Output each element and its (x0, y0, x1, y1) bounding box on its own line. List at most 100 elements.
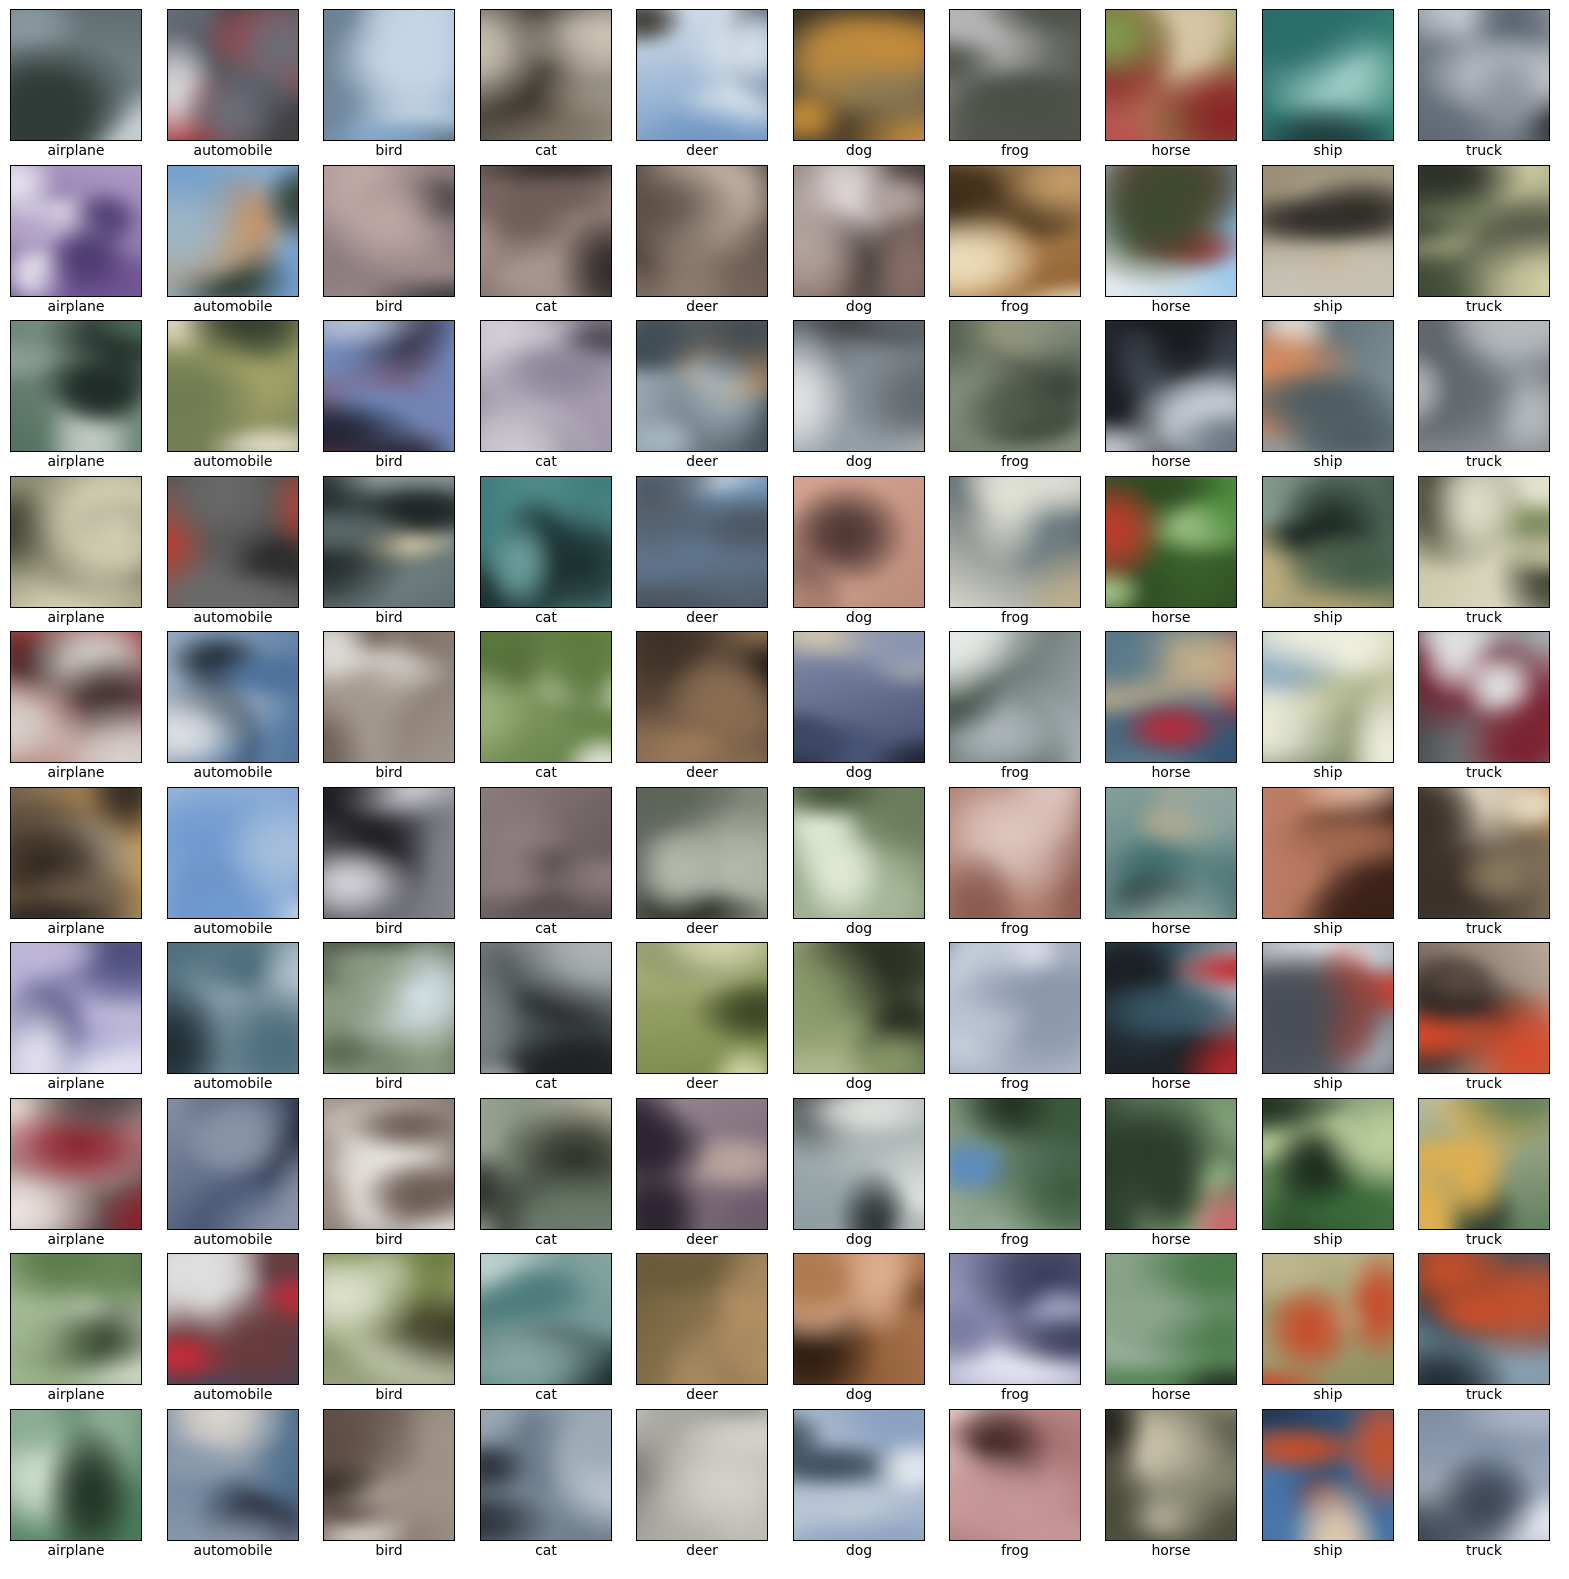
generated-image (1418, 1409, 1550, 1541)
sample-cell: frog (949, 942, 1081, 1096)
sample-cell: dog (793, 787, 925, 941)
class-label: bird (375, 921, 403, 937)
sample-cell: truck (1418, 476, 1550, 630)
class-label: frog (1001, 1232, 1029, 1248)
class-label: cat (535, 1076, 557, 1092)
class-label: ship (1313, 921, 1343, 937)
class-label: airplane (47, 299, 105, 315)
sample-cell: bird (323, 9, 455, 163)
sample-cell: dog (793, 9, 925, 163)
class-label: frog (1001, 143, 1029, 159)
class-label: automobile (193, 454, 273, 470)
class-label: bird (375, 610, 403, 626)
generated-image (793, 787, 925, 919)
generated-image (636, 9, 768, 141)
class-label: truck (1466, 610, 1502, 626)
class-label: frog (1001, 299, 1029, 315)
class-label: dog (845, 299, 873, 315)
sample-cell: ship (1262, 165, 1394, 319)
class-label: automobile (193, 765, 273, 781)
sample-cell: horse (1105, 631, 1237, 785)
class-label: horse (1151, 1232, 1191, 1248)
generated-image (793, 165, 925, 297)
sample-cell: horse (1105, 787, 1237, 941)
class-label: bird (375, 1387, 403, 1403)
sample-cell: deer (636, 1098, 768, 1252)
sample-cell: truck (1418, 320, 1550, 474)
generated-image (480, 1409, 612, 1541)
sample-cell: bird (323, 787, 455, 941)
generated-image (1418, 631, 1550, 763)
generated-image (1418, 165, 1550, 297)
class-label: truck (1466, 1076, 1502, 1092)
generated-image (949, 1098, 1081, 1230)
generated-image (636, 165, 768, 297)
class-label: automobile (193, 299, 273, 315)
sample-cell: airplane (10, 320, 142, 474)
generated-image (1262, 165, 1394, 297)
class-label: cat (535, 454, 557, 470)
class-label: deer (686, 299, 718, 315)
generated-image (10, 320, 142, 452)
class-label: ship (1313, 454, 1343, 470)
generated-image (793, 631, 925, 763)
sample-cell: cat (480, 1098, 612, 1252)
class-label: automobile (193, 921, 273, 937)
sample-cell: frog (949, 1098, 1081, 1252)
generated-image (480, 165, 612, 297)
class-label: ship (1313, 299, 1343, 315)
generated-image (1262, 1253, 1394, 1385)
class-label: ship (1313, 1543, 1343, 1559)
generated-image (1105, 320, 1237, 452)
generated-image (167, 9, 299, 141)
generated-image (1418, 476, 1550, 608)
generated-image (1105, 787, 1237, 919)
class-label: deer (686, 1387, 718, 1403)
generated-image (636, 320, 768, 452)
generated-image (949, 165, 1081, 297)
sample-cell: automobile (167, 165, 299, 319)
class-label: cat (535, 143, 557, 159)
generated-image (323, 9, 455, 141)
generated-image (1105, 1098, 1237, 1230)
generated-image (167, 942, 299, 1074)
sample-cell: cat (480, 165, 612, 319)
generated-image (1262, 631, 1394, 763)
class-label: deer (686, 921, 718, 937)
generated-image (1105, 1253, 1237, 1385)
sample-cell: truck (1418, 1253, 1550, 1407)
sample-cell: horse (1105, 476, 1237, 630)
generated-image (793, 942, 925, 1074)
sample-cell: truck (1418, 787, 1550, 941)
class-label: horse (1151, 1076, 1191, 1092)
sample-cell: deer (636, 476, 768, 630)
generated-image (10, 1098, 142, 1230)
generated-image (10, 9, 142, 141)
sample-cell: ship (1262, 1098, 1394, 1252)
sample-cell: deer (636, 320, 768, 474)
sample-cell: dog (793, 165, 925, 319)
generated-image (480, 631, 612, 763)
class-label: truck (1466, 454, 1502, 470)
class-label: truck (1466, 1543, 1502, 1559)
generated-image (793, 476, 925, 608)
generated-image (949, 476, 1081, 608)
sample-cell: automobile (167, 476, 299, 630)
class-label: deer (686, 1232, 718, 1248)
generated-image (10, 165, 142, 297)
sample-cell: horse (1105, 165, 1237, 319)
class-label: truck (1466, 299, 1502, 315)
sample-cell: frog (949, 9, 1081, 163)
sample-cell: dog (793, 1253, 925, 1407)
generated-image (323, 787, 455, 919)
class-label: frog (1001, 454, 1029, 470)
class-label: airplane (47, 454, 105, 470)
generated-image (1262, 1409, 1394, 1541)
class-label: frog (1001, 1076, 1029, 1092)
sample-cell: cat (480, 320, 612, 474)
generated-image (480, 9, 612, 141)
sample-cell: horse (1105, 320, 1237, 474)
generated-image (323, 320, 455, 452)
class-label: airplane (47, 1076, 105, 1092)
generated-image (480, 1098, 612, 1230)
